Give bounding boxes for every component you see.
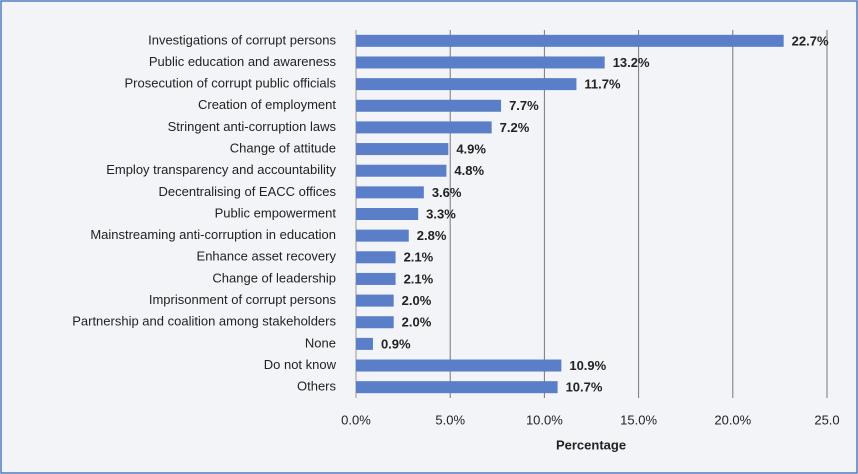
bar [356, 164, 447, 177]
value-label: 7.2% [500, 120, 530, 135]
x-tick-label: 5.0% [435, 412, 465, 427]
bar [356, 272, 396, 285]
value-label: 13.2% [613, 55, 650, 70]
y-tick-label: Others [297, 379, 337, 394]
value-label: 2.1% [404, 271, 434, 286]
bar [356, 337, 373, 350]
y-tick-label: Employ transparency and accountability [106, 162, 336, 177]
value-label: 22.7% [792, 33, 829, 48]
y-tick-label: Public empowerment [215, 205, 337, 220]
y-tick-label: Public education and awareness [149, 54, 337, 69]
value-label: 0.9% [381, 336, 411, 351]
value-label: 10.9% [569, 358, 606, 373]
bar [356, 78, 577, 91]
bar [356, 99, 502, 112]
value-label: 2.0% [402, 315, 432, 330]
value-label: 3.3% [426, 206, 456, 221]
value-label: 2.0% [402, 293, 432, 308]
y-tick-label: Change of attitude [230, 140, 336, 155]
y-tick-label: Imprisonment of corrupt persons [149, 292, 337, 307]
value-label: 2.8% [417, 228, 447, 243]
x-tick-label: 0.0% [341, 412, 371, 427]
value-label: 4.8% [454, 163, 484, 178]
y-tick-label: Enhance asset recovery [197, 249, 337, 264]
bar [356, 251, 396, 264]
value-label: 2.1% [404, 250, 434, 265]
y-tick-label: Partnership and coalition among stakehol… [72, 314, 336, 329]
bar [356, 56, 605, 69]
y-tick-label: Mainstreaming anti-corruption in educati… [90, 227, 336, 242]
bar [356, 359, 562, 372]
bar [356, 381, 558, 394]
value-label: 11.7% [584, 77, 621, 92]
y-tick-label: Do not know [264, 357, 337, 372]
y-tick-label: Decentralising of EACC offices [158, 184, 336, 199]
bar [356, 294, 394, 307]
bar [356, 143, 449, 156]
value-label: 3.6% [432, 185, 462, 200]
x-tick-label: 10.0% [526, 412, 563, 427]
bar [356, 186, 424, 199]
y-tick-label: Change of leadership [212, 270, 336, 285]
y-tick-label: None [305, 335, 336, 350]
x-tick-label: 15.0% [620, 412, 657, 427]
value-label: 7.7% [509, 98, 539, 113]
bar [356, 121, 492, 134]
y-tick-label: Creation of employment [198, 97, 336, 112]
x-axis-label: Percentage [556, 437, 626, 452]
bar [356, 208, 419, 220]
x-tick-label: 20.0% [714, 412, 751, 427]
value-label: 10.7% [566, 380, 603, 395]
y-tick-label: Stringent anti-corruption laws [168, 119, 337, 134]
y-tick-label: Prosecution of corrupt public officials [125, 76, 337, 91]
value-label: 4.9% [456, 141, 486, 156]
x-tick-label: 25.0 [814, 412, 839, 427]
bar [356, 316, 394, 329]
bar [356, 229, 409, 242]
y-tick-label: Investigations of corrupt persons [148, 32, 336, 47]
bar [356, 34, 784, 47]
